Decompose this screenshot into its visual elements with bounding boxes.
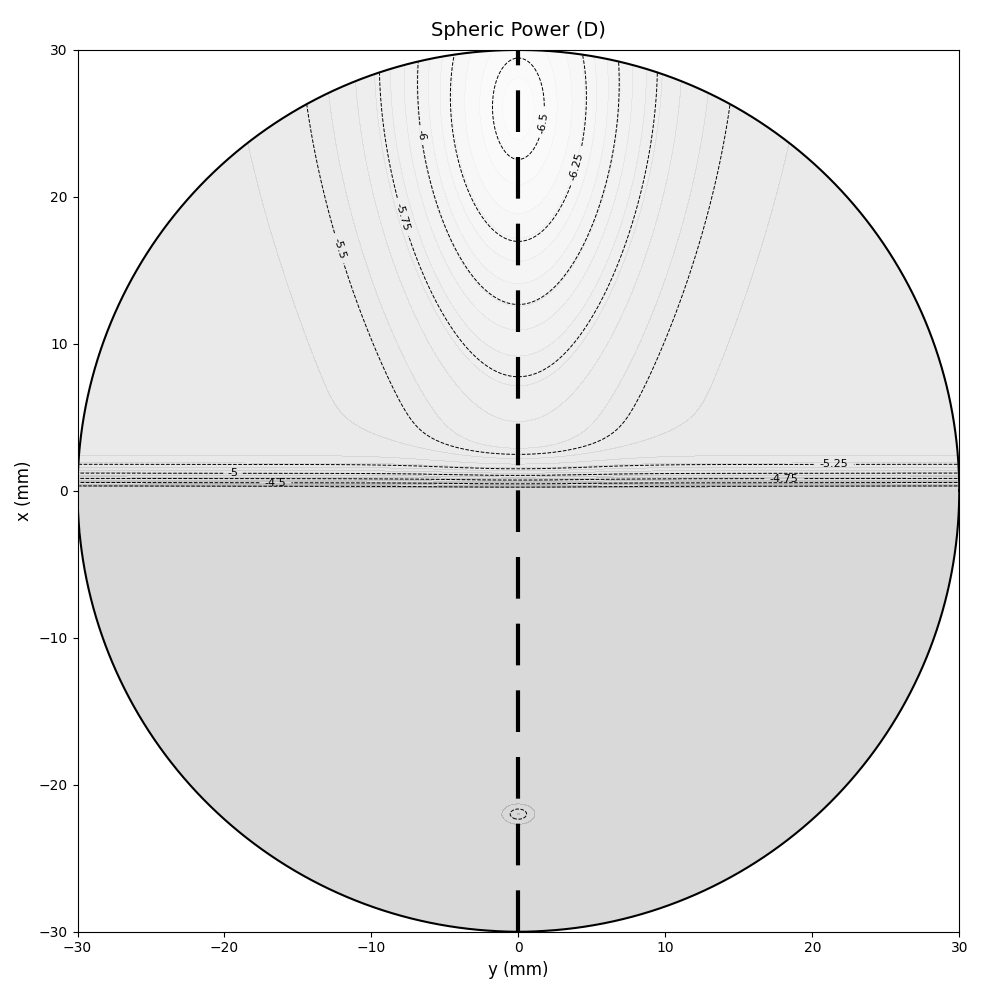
X-axis label: y (mm): y (mm) (489, 961, 549, 979)
Text: -5.25: -5.25 (820, 459, 848, 469)
Text: -4.5: -4.5 (264, 478, 286, 488)
Y-axis label: x (mm): x (mm) (15, 461, 33, 521)
Text: -6: -6 (416, 129, 427, 141)
Text: -6.25: -6.25 (568, 151, 586, 182)
Text: -5: -5 (227, 468, 239, 478)
Text: -6.5: -6.5 (537, 111, 549, 134)
Text: -5.5: -5.5 (331, 237, 347, 260)
Text: -4.75: -4.75 (770, 474, 799, 484)
Text: -5.75: -5.75 (394, 202, 412, 232)
Title: Spheric Power (D): Spheric Power (D) (431, 21, 606, 40)
